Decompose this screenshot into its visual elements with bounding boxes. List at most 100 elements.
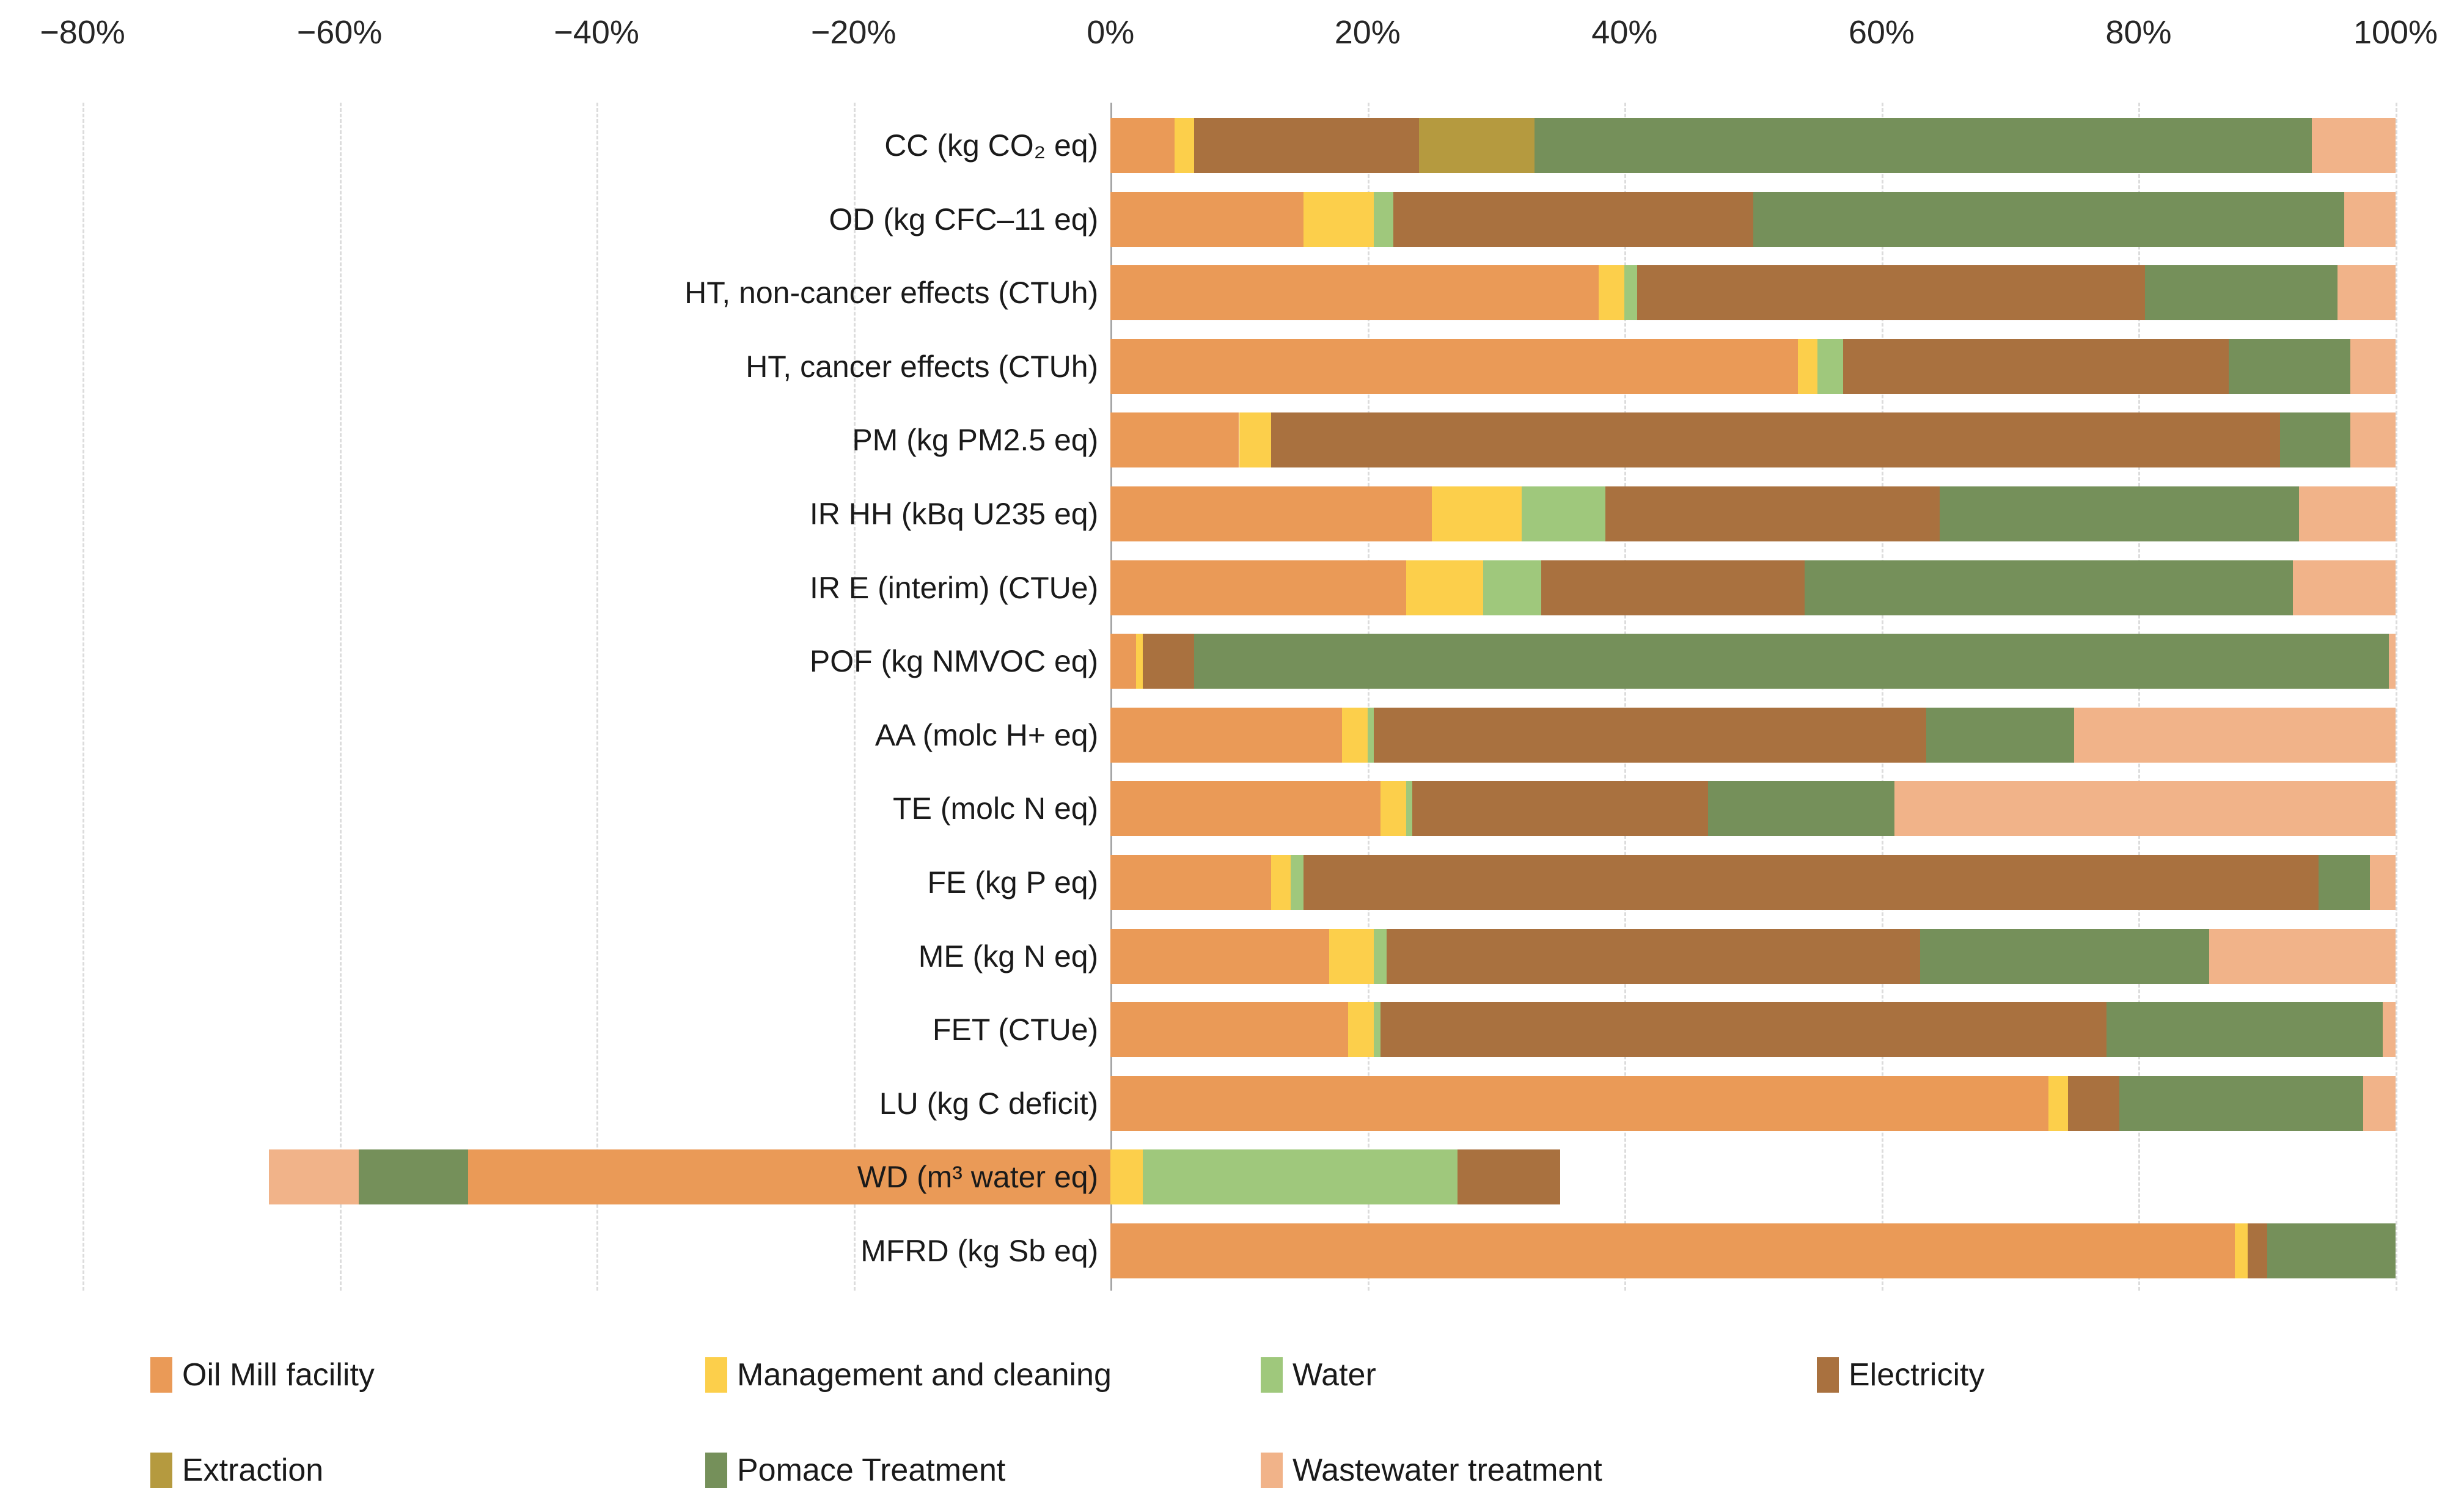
- legend-label: Electricity: [1849, 1357, 1985, 1393]
- bar-segment-water: [1483, 560, 1541, 615]
- category-label: AA (molc H+ eq): [875, 717, 1099, 752]
- bar-segment-oil-mill-facility: [1110, 118, 1175, 173]
- bar-segment-management-and-cleaning: [2235, 1223, 2248, 1278]
- category-label: FET (CTUe): [932, 1013, 1099, 1047]
- bar-segment-electricity: [1271, 412, 2280, 468]
- bar-segment-wastewater-treatment: [2389, 634, 2396, 689]
- category-label: HT, cancer effects (CTUh): [746, 349, 1099, 384]
- legend-swatch-icon: [705, 1357, 727, 1393]
- legend-swatch-icon: [705, 1453, 727, 1488]
- legend-swatch-icon: [150, 1453, 172, 1488]
- category-label: ME (kg N eq): [918, 939, 1099, 973]
- category-label: OD (kg CFC–11 eq): [829, 202, 1099, 236]
- legend-swatch-icon: [1261, 1453, 1283, 1488]
- legend-item-extraction: Extraction: [150, 1446, 323, 1495]
- gridline: [596, 103, 599, 1291]
- bar-segment-wastewater-treatment: [2350, 339, 2396, 394]
- category-label: POF (kg NMVOC eq): [809, 644, 1099, 679]
- bar-segment-wastewater-treatment: [2074, 707, 2396, 763]
- bar-segment-water: [1142, 1149, 1458, 1205]
- bar-segment-oil-mill-facility: [1110, 486, 1432, 541]
- legend-swatch-icon: [1817, 1357, 1839, 1393]
- legend-item-wastewater-treatment: Wastewater treatment: [1261, 1446, 1602, 1495]
- bar-segment-management-and-cleaning: [1303, 191, 1374, 247]
- bar-segment-water: [1367, 707, 1374, 763]
- bar-segment-management-and-cleaning: [1599, 265, 1625, 321]
- bar-segment-water: [1374, 928, 1387, 984]
- x-axis-tick-label: 60%: [1848, 14, 1915, 51]
- bar-segment-water: [1522, 486, 1605, 541]
- bar-segment-pomace-treatment: [2106, 1002, 2383, 1058]
- x-axis-tick-label: −60%: [296, 14, 383, 51]
- bar-segment-wastewater-treatment: [2382, 1002, 2396, 1058]
- bar-segment-management-and-cleaning: [1175, 118, 1194, 173]
- bar-segment-electricity: [1393, 191, 1753, 247]
- x-axis-tick-label: 0%: [1087, 14, 1135, 51]
- bar-segment-electricity: [1457, 1149, 1561, 1205]
- gridline: [1367, 103, 1370, 1291]
- bar-segment-management-and-cleaning: [1110, 1149, 1143, 1205]
- bar-segment-electricity: [1843, 339, 2229, 394]
- bar-segment-management-and-cleaning: [1341, 707, 1368, 763]
- bar-segment-electricity: [1412, 781, 1708, 837]
- bar-segment-water: [1624, 265, 1638, 321]
- bar-segment-oil-mill-facility: [1110, 634, 1137, 689]
- gridline: [2396, 103, 2397, 1291]
- gridline: [82, 103, 84, 1291]
- bar-segment-management-and-cleaning: [1329, 928, 1374, 984]
- bar-segment-pomace-treatment: [1708, 781, 1894, 837]
- legend-item-water: Water: [1261, 1351, 1376, 1399]
- bar-segment-pomace-treatment: [1920, 928, 2210, 984]
- category-label: WD (m³ water eq): [857, 1160, 1099, 1195]
- bar-segment-oil-mill-facility: [1110, 707, 1342, 763]
- bar-segment-pomace-treatment: [1194, 634, 2389, 689]
- legend-label: Wastewater treatment: [1292, 1453, 1602, 1488]
- legend-item-pomace-treatment: Pomace Treatment: [705, 1446, 1005, 1495]
- bar-segment-wastewater-treatment: [2363, 1076, 2396, 1131]
- bar-segment-electricity: [1637, 265, 2145, 321]
- bar-segment-wastewater-treatment: [2344, 191, 2396, 247]
- legend-item-management-and-cleaning: Management and cleaning: [705, 1351, 1112, 1399]
- bar-segment-wastewater-treatment: [2338, 265, 2396, 321]
- category-label: IR HH (kBq U235 eq): [809, 497, 1099, 531]
- x-axis-tick-label: −20%: [810, 14, 897, 51]
- category-label: CC (kg CO₂ eq): [884, 128, 1099, 163]
- bar-segment-oil-mill-facility: [1110, 855, 1272, 910]
- bar-segment-pomace-treatment: [2267, 1223, 2396, 1278]
- bar-segment-pomace-treatment: [1753, 191, 2344, 247]
- bar-segment-water: [1290, 855, 1304, 910]
- bar-segment-oil-mill-facility: [1110, 191, 1304, 247]
- bar-segment-extraction: [1418, 118, 1535, 173]
- bar-segment-water: [1406, 781, 1413, 837]
- legend-label: Pomace Treatment: [737, 1453, 1006, 1488]
- bar-segment-oil-mill-facility: [1110, 1076, 2049, 1131]
- bar-segment-electricity: [1605, 486, 1940, 541]
- bar-segment-management-and-cleaning: [1380, 781, 1406, 837]
- bar-segment-pomace-treatment: [1926, 707, 2075, 763]
- bar-segment-oil-mill-facility: [1110, 265, 1599, 321]
- legend-swatch-icon: [150, 1357, 172, 1393]
- bar-segment-electricity: [1142, 634, 1194, 689]
- bar-segment-pomace-treatment: [1535, 118, 2312, 173]
- bar-segment-oil-mill-facility: [1110, 928, 1329, 984]
- gridline: [1881, 103, 1883, 1291]
- bar-segment-pomace-treatment: [2318, 855, 2370, 910]
- bar-segment-wastewater-treatment: [2299, 486, 2396, 541]
- x-axis-tick-label: −40%: [554, 14, 639, 51]
- legend-label: Management and cleaning: [737, 1357, 1112, 1393]
- category-label: PM (kg PM2.5 eq): [852, 423, 1099, 458]
- legend-item-electricity: Electricity: [1817, 1351, 1984, 1399]
- bar-segment-wastewater-treatment: [2209, 928, 2396, 984]
- bar-segment-pomace-treatment: [2279, 412, 2351, 468]
- legend-swatch-icon: [1261, 1357, 1283, 1393]
- bar-segment-management-and-cleaning: [1798, 339, 1817, 394]
- category-label: MFRD (kg Sb eq): [860, 1234, 1099, 1268]
- bar-segment-pomace-treatment: [2228, 339, 2351, 394]
- bar-segment-oil-mill-facility: [1110, 781, 1380, 837]
- legend-label: Oil Mill facility: [182, 1357, 375, 1393]
- bar-segment-electricity: [1374, 707, 1927, 763]
- bar-segment-oil-mill-facility: [1110, 560, 1406, 615]
- bar-segment-management-and-cleaning: [1136, 634, 1143, 689]
- gridline: [2138, 103, 2141, 1291]
